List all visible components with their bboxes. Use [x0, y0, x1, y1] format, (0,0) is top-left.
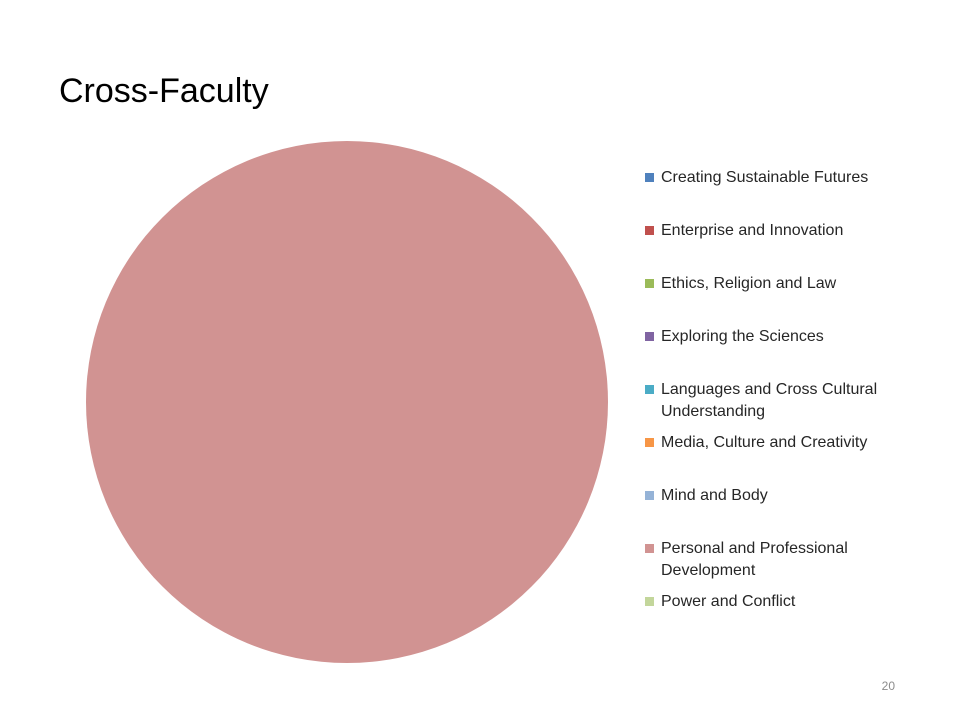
pie-slice	[86, 141, 608, 663]
legend-swatch	[645, 544, 654, 553]
legend-label: Personal and Professional Development	[661, 540, 848, 579]
legend-label: Exploring the Sciences	[661, 328, 824, 345]
legend-swatch	[645, 173, 654, 182]
legend-swatch	[645, 332, 654, 341]
legend-label: Enterprise and Innovation	[661, 222, 844, 239]
legend-swatch	[645, 438, 654, 447]
legend-label: Power and Conflict	[661, 593, 796, 610]
chart-title: Cross-Faculty	[59, 72, 269, 110]
legend-label: Creating Sustainable Futures	[661, 169, 869, 186]
legend-label: Mind and Body	[661, 487, 768, 504]
legend-label: Languages and Cross Cultural Understandi…	[661, 381, 878, 420]
legend-swatch	[645, 597, 654, 606]
legend-swatch	[645, 279, 654, 288]
slide-number: 20	[882, 679, 896, 693]
legend-label: Ethics, Religion and Law	[661, 275, 837, 292]
legend-label: Media, Culture and Creativity	[661, 434, 868, 451]
legend-swatch	[645, 385, 654, 394]
legend-swatch	[645, 491, 654, 500]
legend-swatch	[645, 226, 654, 235]
